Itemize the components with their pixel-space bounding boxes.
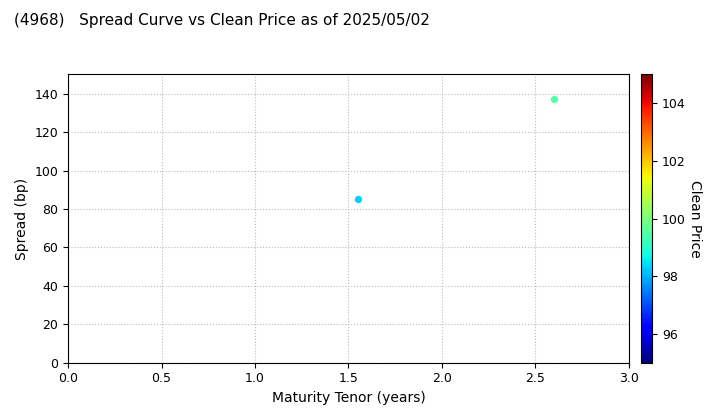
Point [352, 196, 364, 203]
Text: (4968)   Spread Curve vs Clean Price as of 2025/05/02: (4968) Spread Curve vs Clean Price as of… [14, 13, 431, 28]
X-axis label: Maturity Tenor (years): Maturity Tenor (years) [271, 391, 426, 405]
Point [548, 96, 559, 103]
Y-axis label: Clean Price: Clean Price [688, 180, 703, 257]
Y-axis label: Spread (bp): Spread (bp) [15, 178, 29, 260]
